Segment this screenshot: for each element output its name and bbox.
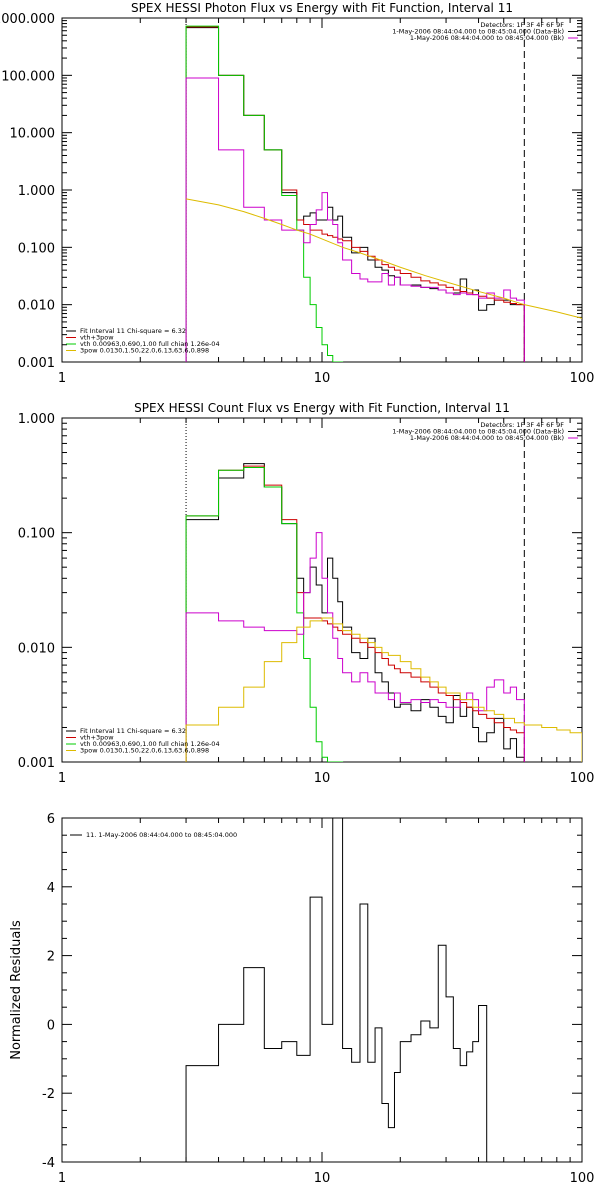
legend-entry: Fit Interval 11 Chi-square = 6.32 [80, 327, 186, 335]
legend-entry: vth+3pow [80, 334, 114, 342]
count-flux-series [185, 463, 582, 762]
y-tick-label: 0.010 [18, 641, 55, 656]
series-background-line [185, 77, 525, 362]
photon-flux-top-legend: Detectors: 1F 3F 4F 6F 9F1-May-2006 08:4… [392, 21, 578, 42]
legend-entry: vth 0.00963,0.690,1.00 full chian 1.26e-… [80, 340, 220, 348]
x-tick-label: 1 [58, 1171, 66, 1186]
y-tick-label: 1.000 [18, 412, 55, 427]
x-tick-label: 10 [314, 1171, 331, 1186]
count-flux-panel: SPEX HESSI Count Flux vs Energy with Fit… [18, 401, 595, 786]
residuals-y-axis-label: Normalized Residuals [9, 920, 24, 1060]
series-vth-line [185, 25, 344, 362]
residuals-ticks: 1 10 100 -4 -2 0 2 4 6 [42, 812, 594, 1186]
count-flux-ticks: 1 10 100 0.001 0.010 0.100 1.000 [18, 412, 595, 786]
legend-entry: Detectors: 1F 3F 4F 6F 9F [480, 21, 564, 29]
legend-entry: 11. 1-May-2006 08:44:04.000 to 08:45:04.… [86, 831, 237, 839]
series-fit_total-line [185, 465, 525, 762]
x-tick-label: 1 [58, 771, 66, 786]
x-tick-label: 100 [570, 1171, 595, 1186]
count-flux-top-legend: Detectors: 1F 3F 4F 6F 9F1-May-2006 08:4… [392, 421, 578, 442]
legend-entry: Fit Interval 11 Chi-square = 6.32 [80, 727, 186, 735]
series-residuals-line [185, 818, 525, 1162]
series-background-line [185, 532, 525, 762]
x-tick-label: 10 [314, 771, 331, 786]
photon-flux-ticks: 1 10 100 0.001 0.010 0.100 1.000 10.000 100.000 1… [0, 12, 594, 386]
y-tick-label: 1.000 [18, 184, 55, 199]
series-pow-line [185, 617, 582, 762]
y-tick-label: 0.100 [18, 527, 55, 542]
y-tick-label: 0 [47, 1018, 55, 1033]
legend-entry: 1-May-2006 08:44:04.000 to 08:45:04.000 … [410, 434, 564, 442]
legend-entry: 1-May-2006 08:44:04.000 to 08:45:04.000 … [392, 28, 564, 36]
y-tick-label: 0.001 [18, 356, 55, 371]
x-tick-label: 1 [58, 371, 66, 386]
photon-flux-bottom-legend: Fit Interval 11 Chi-square = 6.32vth+3po… [66, 327, 220, 355]
photon-flux-title: SPEX HESSI Photon Flux vs Energy with Fi… [131, 1, 513, 15]
y-tick-label: -4 [42, 1156, 55, 1171]
count-flux-bottom-legend: Fit Interval 11 Chi-square = 6.32vth+3po… [66, 727, 220, 755]
photon-flux-vlines [185, 18, 525, 362]
x-tick-label: 10 [314, 371, 331, 386]
y-tick-label: 10.000 [10, 127, 56, 142]
legend-entry: Detectors: 1F 3F 4F 6F 9F [480, 421, 564, 429]
count-flux-title: SPEX HESSI Count Flux vs Energy with Fit… [134, 401, 510, 415]
legend-entry: vth 0.00963,0.690,1.00 full chian 1.26e-… [80, 740, 220, 748]
y-tick-label: 2 [47, 950, 55, 965]
residuals-panel: Normalized Residuals 1 10 100 -4 -2 0 2 4 6 11. … [9, 812, 594, 1186]
x-tick-label: 100 [570, 771, 595, 786]
photon-flux-series [185, 25, 582, 362]
y-tick-label: -2 [42, 1087, 55, 1102]
y-tick-label: 0.100 [18, 241, 55, 256]
y-tick-label: 6 [47, 812, 55, 827]
y-tick-label: 100.000 [1, 69, 55, 84]
photon-flux-plot-frame [61, 17, 583, 363]
x-tick-label: 100 [570, 371, 595, 386]
residuals-legend: 11. 1-May-2006 08:44:04.000 to 08:45:04.… [70, 831, 237, 839]
series-data-line [185, 27, 525, 362]
y-tick-label: 0.001 [18, 756, 55, 771]
residuals-series [185, 818, 525, 1162]
series-vth-line [185, 467, 344, 762]
series-pow-line [185, 198, 582, 319]
legend-entry: 1-May-2006 08:44:04.000 to 08:45:04.000 … [392, 428, 564, 436]
y-tick-label: 4 [47, 881, 55, 896]
series-data-line [185, 463, 525, 762]
legend-entry: 3pow 0.0130,1.50,22.0,6.13,63.6,0.898 [80, 347, 209, 355]
y-tick-label: 0.010 [18, 299, 55, 314]
legend-entry: 1-May-2006 08:44:04.000 to 08:45:04.000 … [410, 34, 564, 42]
legend-entry: vth+3pow [80, 734, 114, 742]
series-fit_total-line [185, 26, 525, 362]
photon-flux-panel: SPEX HESSI Photon Flux vs Energy with Fi… [0, 1, 594, 386]
legend-entry: 3pow 0.0130,1.50,22.0,6.13,63.6,0.898 [80, 747, 209, 755]
